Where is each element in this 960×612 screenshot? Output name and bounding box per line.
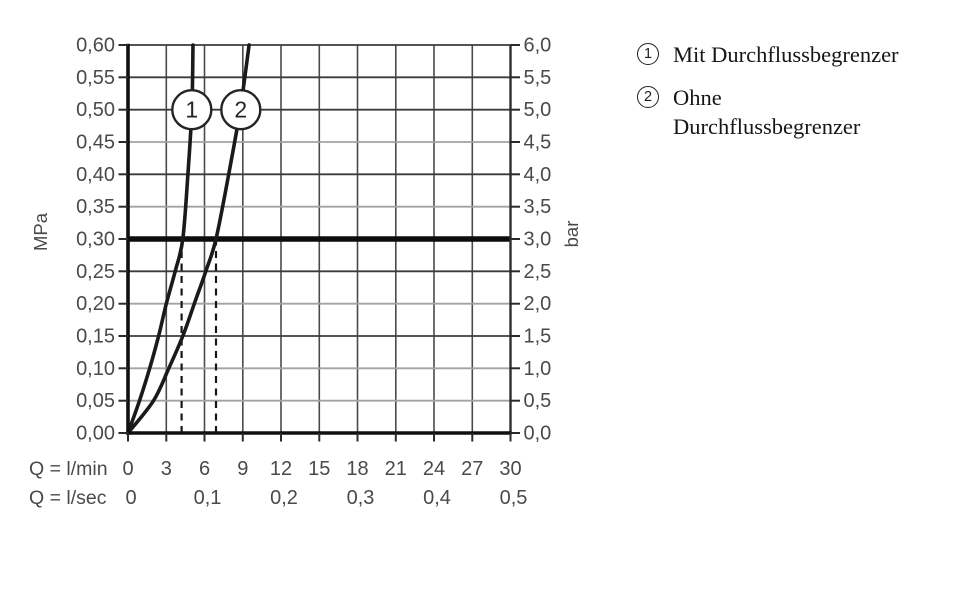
y-right-tick-label: 1,5 — [524, 326, 552, 348]
curve-marker-1-circle — [171, 88, 213, 131]
x-lsec-tick-label: 0,1 — [194, 487, 222, 509]
y-left-tick-label: 0,15 — [76, 326, 115, 348]
legend: 1 Mit Durchflussbegrenzer 2 Ohne Durchfl… — [637, 40, 899, 141]
legend-label-2-line2: Durchflussbegrenzer — [673, 114, 861, 139]
x-lmin-tick-label: 27 — [461, 458, 483, 480]
legend-label-1: Mit Durchflussbegrenzer — [673, 42, 899, 67]
y-right-tick-label: 2,0 — [524, 293, 552, 315]
y-left-tick-label: 0,00 — [76, 423, 115, 445]
y-left-tick-label: 0,30 — [76, 229, 115, 251]
x-lmin-tick-label: 12 — [270, 458, 292, 480]
legend-item-1: 1 Mit Durchflussbegrenzer — [637, 40, 899, 69]
x-lsec-tick-label: 0,2 — [270, 487, 298, 509]
curve-marker-2-label: 2 — [234, 97, 247, 123]
y-left-tick-label: 0,05 — [76, 390, 115, 412]
y-right-tick-label: 2,5 — [524, 261, 552, 283]
y-right-tick-label: 4,5 — [524, 132, 552, 154]
y-right-tick-label: 3,0 — [524, 229, 552, 251]
y-right-tick-label: 3,5 — [524, 196, 552, 218]
y-left-tick-label: 0,45 — [76, 132, 115, 154]
y-right-tick-label: 5,0 — [524, 99, 552, 121]
legend-item-2: 2 Ohne Durchflussbegrenzer — [637, 83, 899, 141]
y-left-tick-label: 0,55 — [76, 67, 115, 89]
x-lsec-tick-label: 0,5 — [500, 487, 528, 509]
legend-marker-2-icon: 2 — [637, 86, 659, 108]
y-right-tick-label: 5,5 — [524, 67, 552, 89]
legend-label-2-line1: Ohne — [673, 85, 722, 110]
x-lmin-tick-label: 30 — [499, 458, 521, 480]
x-lsec-tick-label: 0,3 — [347, 487, 375, 509]
x-lmin-tick-label: 21 — [385, 458, 407, 480]
x-lmin-tick-label: 6 — [199, 458, 210, 480]
y-right-tick-label: 1,0 — [524, 358, 552, 380]
y-left-tick-label: 0,10 — [76, 358, 115, 380]
x-lmin-tick-label: 18 — [346, 458, 368, 480]
x-lmin-axis-title: Q = l/min — [29, 458, 108, 480]
curve-marker-1-label: 1 — [185, 97, 198, 123]
y-left-tick-label: 0,35 — [76, 196, 115, 218]
x-lsec-tick-label: 0 — [125, 487, 136, 509]
x-lmin-tick-label: 24 — [423, 458, 445, 480]
y-right-tick-label: 4,0 — [524, 164, 552, 186]
y-left-tick-label: 0,50 — [76, 99, 115, 121]
y-left-tick-label: 0,60 — [76, 35, 115, 57]
x-lmin-tick-label: 15 — [308, 458, 330, 480]
x-lmin-tick-label: 9 — [237, 458, 248, 480]
x-lsec-tick-label: 0,4 — [423, 487, 451, 509]
legend-marker-1-icon: 1 — [637, 43, 659, 65]
y-right-tick-label: 0,5 — [524, 390, 552, 412]
y-left-tick-label: 0,40 — [76, 164, 115, 186]
y-right-tick-label: 0,0 — [524, 423, 552, 445]
curve-2 — [126, 43, 251, 435]
x-lsec-axis-title: Q = l/sec — [29, 487, 107, 509]
curve-1 — [126, 43, 195, 435]
y-left-axis-title: MPa — [30, 212, 51, 251]
curve-marker-2-circle — [220, 88, 262, 131]
y-right-tick-label: 6,0 — [524, 35, 552, 57]
x-lmin-tick-label: 3 — [161, 458, 172, 480]
x-lmin-tick-label: 0 — [122, 458, 133, 480]
y-left-tick-label: 0,25 — [76, 261, 115, 283]
y-right-axis-title: bar — [561, 221, 582, 248]
y-left-tick-label: 0,20 — [76, 293, 115, 315]
